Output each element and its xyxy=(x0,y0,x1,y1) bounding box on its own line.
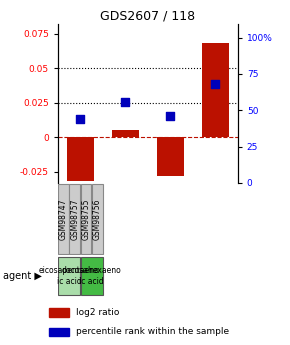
Bar xyxy=(58,257,80,295)
Bar xyxy=(157,137,184,176)
Text: docosahexaeno
ic acid: docosahexaeno ic acid xyxy=(62,266,122,286)
Text: percentile rank within the sample: percentile rank within the sample xyxy=(76,327,229,336)
Text: GSM98756: GSM98756 xyxy=(93,198,102,240)
Point xyxy=(168,113,173,119)
Point xyxy=(213,81,218,87)
Text: GSM98747: GSM98747 xyxy=(59,198,68,240)
Bar xyxy=(49,328,68,336)
Bar xyxy=(112,130,139,137)
Text: GSM98755: GSM98755 xyxy=(81,198,90,240)
Point xyxy=(123,99,128,104)
Bar xyxy=(70,184,80,254)
Text: eicosapentaeno
ic acid: eicosapentaeno ic acid xyxy=(39,266,99,286)
Bar xyxy=(49,308,68,317)
Text: log2 ratio: log2 ratio xyxy=(76,308,120,317)
Title: GDS2607 / 118: GDS2607 / 118 xyxy=(100,10,195,23)
Bar xyxy=(92,184,103,254)
Bar xyxy=(81,257,103,295)
Bar xyxy=(81,184,91,254)
Bar xyxy=(67,137,94,181)
Text: agent ▶: agent ▶ xyxy=(3,271,42,281)
Text: GSM98757: GSM98757 xyxy=(70,198,79,240)
Point xyxy=(78,116,83,122)
Bar xyxy=(58,184,69,254)
Bar xyxy=(202,43,229,137)
